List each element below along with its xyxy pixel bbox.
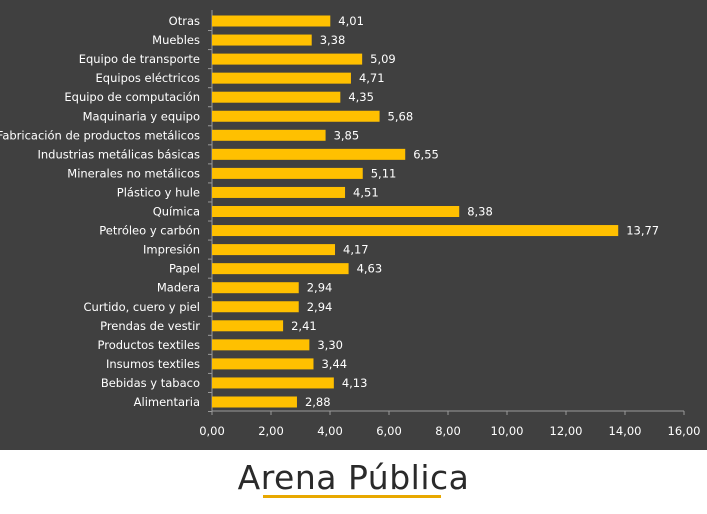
- x-tick-label: 16,00: [668, 424, 701, 438]
- data-label: 5,11: [371, 166, 397, 180]
- data-label: 3,44: [321, 357, 347, 371]
- category-label: Minerales no metálicos: [67, 166, 200, 180]
- data-label: 4,63: [357, 262, 383, 276]
- category-label: Prendas de vestir: [100, 319, 200, 333]
- category-label: Industrias metálicas básicas: [37, 147, 200, 161]
- category-label: Bebidas y tabaco: [101, 376, 200, 390]
- category-label: Insumos textiles: [106, 357, 200, 371]
- data-label: 2,94: [307, 281, 333, 295]
- bar: [212, 282, 299, 294]
- x-tick-label: 12,00: [550, 424, 583, 438]
- logo: Arena Pública: [0, 458, 707, 497]
- x-tick-label: 14,00: [609, 424, 642, 438]
- category-label: Fabricación de productos metálicos: [0, 128, 200, 142]
- bar: [212, 263, 349, 275]
- data-label: 2,41: [291, 319, 317, 333]
- x-tick-label: 8,00: [435, 424, 461, 438]
- bar: [212, 301, 299, 313]
- bar: [212, 129, 326, 141]
- bar: [212, 148, 406, 160]
- x-tick-label: 10,00: [491, 424, 524, 438]
- data-label: 2,88: [305, 395, 331, 409]
- data-label: 3,38: [320, 33, 346, 47]
- data-label: 3,30: [317, 338, 343, 352]
- data-label: 4,51: [353, 185, 379, 199]
- bar: [212, 186, 346, 198]
- data-label: 4,17: [343, 243, 369, 257]
- logo-underline: [263, 495, 441, 498]
- bar: [212, 320, 284, 332]
- bar: [212, 91, 341, 103]
- x-tick-label: 2,00: [258, 424, 284, 438]
- data-label: 4,01: [338, 14, 364, 28]
- category-label: Equipos eléctricos: [96, 71, 200, 85]
- category-label: Curtido, cuero y piel: [84, 300, 200, 314]
- category-label: Equipo de computación: [64, 90, 200, 104]
- data-label: 5,09: [370, 52, 396, 66]
- data-label: 6,55: [413, 147, 439, 161]
- category-label: Productos textiles: [97, 338, 200, 352]
- category-label: Petróleo y carbón: [99, 224, 200, 238]
- category-label: Papel: [169, 262, 200, 276]
- bar: [212, 53, 363, 65]
- category-label: Impresión: [143, 243, 200, 257]
- chart-area: Otras 4,01 Muebles 3,38 Equipo de transporte…: [0, 0, 707, 450]
- x-tick-label: 0,00: [199, 424, 225, 438]
- bar: [212, 244, 336, 256]
- bar: [212, 34, 312, 46]
- bar-chart: Otras 4,01 Muebles 3,38 Equipo de transporte…: [0, 10, 701, 438]
- bar: [212, 225, 619, 237]
- x-tick-label: 6,00: [376, 424, 402, 438]
- data-label: 3,85: [334, 128, 360, 142]
- bar: [212, 339, 310, 351]
- category-label: Maquinaria y equipo: [83, 109, 200, 123]
- bar: [212, 110, 380, 122]
- category-label: Otras: [169, 14, 200, 28]
- logo-text: Arena Pública: [237, 458, 470, 497]
- category-label: Madera: [157, 281, 200, 295]
- data-label: 5,68: [388, 109, 414, 123]
- bar: [212, 72, 351, 84]
- data-label: 13,77: [626, 224, 659, 238]
- data-label: 4,13: [342, 376, 368, 390]
- data-label: 4,35: [348, 90, 374, 104]
- bar: [212, 206, 460, 217]
- bar: [212, 15, 331, 27]
- category-label: Equipo de transporte: [79, 52, 200, 66]
- category-label: Alimentaria: [134, 395, 200, 409]
- data-label: 8,38: [467, 205, 493, 219]
- bar: [212, 396, 297, 408]
- bar: [212, 377, 334, 389]
- footer: Arena Pública: [0, 450, 707, 514]
- category-label: Química: [153, 205, 200, 219]
- data-label: 4,71: [359, 71, 385, 85]
- category-label: Muebles: [152, 33, 200, 47]
- bar: [212, 358, 314, 370]
- category-label: Plástico y hule: [117, 185, 200, 199]
- bar: [212, 167, 363, 179]
- data-label: 2,94: [307, 300, 333, 314]
- x-tick-label: 4,00: [317, 424, 343, 438]
